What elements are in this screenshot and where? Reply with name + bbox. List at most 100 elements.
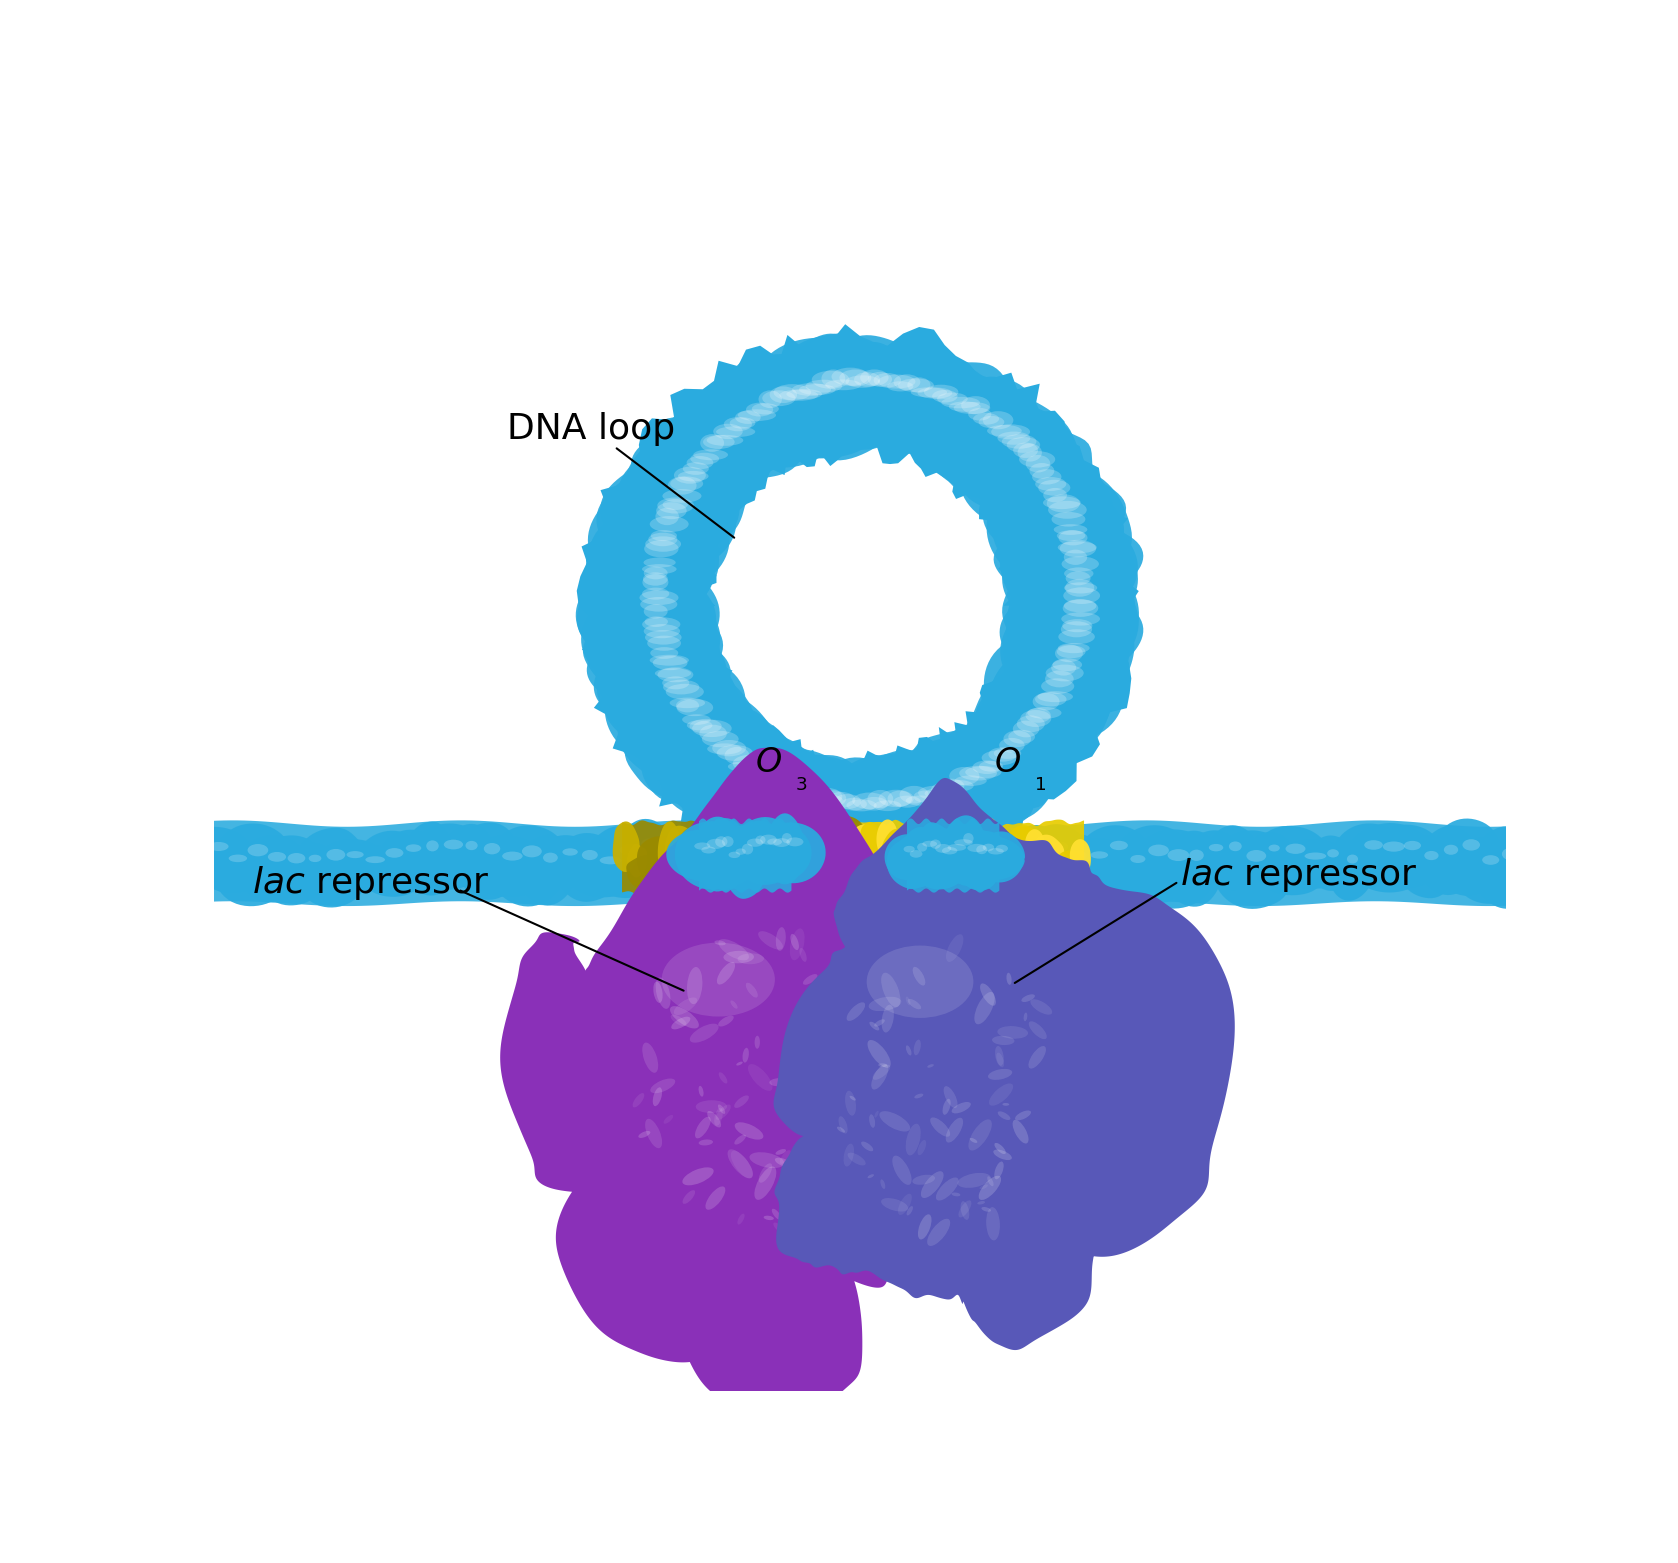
Polygon shape bbox=[837, 819, 1084, 896]
Ellipse shape bbox=[745, 983, 758, 997]
Ellipse shape bbox=[852, 792, 886, 810]
Ellipse shape bbox=[643, 572, 668, 586]
Ellipse shape bbox=[874, 374, 901, 388]
Ellipse shape bbox=[906, 796, 936, 805]
Polygon shape bbox=[725, 749, 868, 866]
Polygon shape bbox=[638, 691, 758, 792]
Ellipse shape bbox=[683, 1189, 695, 1204]
Ellipse shape bbox=[1052, 841, 1069, 852]
Polygon shape bbox=[777, 838, 829, 896]
Polygon shape bbox=[851, 824, 878, 855]
Ellipse shape bbox=[1148, 844, 1170, 857]
Ellipse shape bbox=[743, 1047, 748, 1063]
Polygon shape bbox=[782, 756, 879, 869]
Ellipse shape bbox=[705, 1186, 725, 1210]
Polygon shape bbox=[790, 763, 891, 869]
Ellipse shape bbox=[812, 370, 849, 389]
Ellipse shape bbox=[936, 392, 968, 405]
Polygon shape bbox=[597, 638, 733, 739]
Polygon shape bbox=[757, 822, 826, 883]
Polygon shape bbox=[601, 463, 747, 558]
Polygon shape bbox=[683, 395, 785, 472]
Ellipse shape bbox=[644, 605, 668, 619]
Polygon shape bbox=[987, 849, 1014, 894]
Ellipse shape bbox=[908, 999, 921, 1010]
Ellipse shape bbox=[896, 846, 908, 852]
Ellipse shape bbox=[805, 794, 842, 807]
Ellipse shape bbox=[725, 747, 750, 764]
Ellipse shape bbox=[718, 1105, 725, 1114]
Polygon shape bbox=[670, 830, 740, 903]
Polygon shape bbox=[950, 408, 1079, 513]
Polygon shape bbox=[1010, 610, 1114, 735]
Polygon shape bbox=[883, 830, 956, 894]
Ellipse shape bbox=[1037, 691, 1072, 702]
Ellipse shape bbox=[792, 791, 831, 803]
Ellipse shape bbox=[931, 782, 961, 796]
Ellipse shape bbox=[784, 780, 807, 797]
Ellipse shape bbox=[1002, 1103, 1008, 1105]
Ellipse shape bbox=[839, 369, 871, 386]
Ellipse shape bbox=[658, 497, 695, 514]
Polygon shape bbox=[948, 727, 1050, 808]
Ellipse shape bbox=[868, 1174, 874, 1179]
Polygon shape bbox=[894, 760, 1008, 836]
Polygon shape bbox=[967, 677, 1084, 792]
Polygon shape bbox=[960, 830, 997, 875]
Polygon shape bbox=[970, 688, 1067, 802]
Ellipse shape bbox=[774, 838, 790, 847]
Polygon shape bbox=[965, 685, 1076, 802]
Polygon shape bbox=[404, 822, 456, 896]
Ellipse shape bbox=[787, 389, 822, 399]
Ellipse shape bbox=[906, 1124, 921, 1155]
Ellipse shape bbox=[649, 516, 688, 531]
Polygon shape bbox=[864, 347, 955, 453]
Ellipse shape bbox=[695, 1116, 711, 1138]
Ellipse shape bbox=[648, 533, 678, 545]
Ellipse shape bbox=[893, 796, 921, 808]
Ellipse shape bbox=[700, 725, 727, 742]
Ellipse shape bbox=[700, 435, 725, 452]
Ellipse shape bbox=[1404, 841, 1421, 850]
Ellipse shape bbox=[1057, 642, 1089, 653]
Ellipse shape bbox=[977, 846, 987, 853]
Polygon shape bbox=[730, 358, 878, 445]
Polygon shape bbox=[911, 844, 967, 891]
Ellipse shape bbox=[799, 949, 807, 961]
Ellipse shape bbox=[799, 384, 836, 395]
Ellipse shape bbox=[997, 1025, 1029, 1039]
Polygon shape bbox=[639, 433, 737, 525]
Ellipse shape bbox=[951, 1102, 972, 1113]
Ellipse shape bbox=[918, 1214, 931, 1239]
Ellipse shape bbox=[327, 849, 346, 861]
Ellipse shape bbox=[268, 852, 287, 861]
Polygon shape bbox=[723, 760, 829, 844]
Polygon shape bbox=[606, 625, 711, 706]
Ellipse shape bbox=[644, 624, 680, 638]
Polygon shape bbox=[562, 842, 649, 897]
Polygon shape bbox=[886, 838, 940, 889]
Polygon shape bbox=[747, 356, 881, 445]
Polygon shape bbox=[816, 771, 918, 864]
Ellipse shape bbox=[799, 1202, 810, 1208]
Ellipse shape bbox=[661, 942, 775, 1016]
Ellipse shape bbox=[953, 402, 990, 414]
Ellipse shape bbox=[982, 750, 1017, 766]
Ellipse shape bbox=[644, 616, 668, 627]
Polygon shape bbox=[926, 736, 1037, 827]
Ellipse shape bbox=[735, 849, 745, 855]
Ellipse shape bbox=[717, 427, 755, 438]
Ellipse shape bbox=[987, 1177, 993, 1186]
Ellipse shape bbox=[1022, 994, 1035, 1002]
Polygon shape bbox=[915, 833, 992, 878]
Polygon shape bbox=[951, 817, 982, 860]
Polygon shape bbox=[633, 696, 743, 766]
Ellipse shape bbox=[893, 1155, 911, 1185]
Ellipse shape bbox=[997, 431, 1030, 445]
Ellipse shape bbox=[1024, 1013, 1027, 1021]
Polygon shape bbox=[973, 832, 1025, 883]
Ellipse shape bbox=[928, 1064, 933, 1068]
Polygon shape bbox=[696, 377, 804, 470]
Polygon shape bbox=[602, 594, 693, 669]
Polygon shape bbox=[1453, 838, 1522, 903]
